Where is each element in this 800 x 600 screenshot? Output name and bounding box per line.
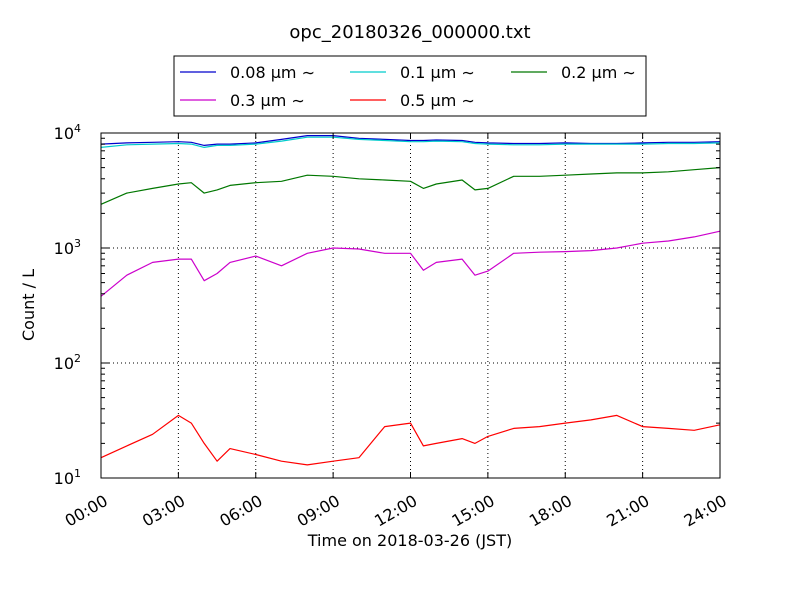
chart-title: opc_20180326_000000.txt xyxy=(289,22,530,43)
series-line xyxy=(100,230,721,297)
legend-label: 0.3 μm ∼ xyxy=(230,91,305,110)
y-axis: 101 102 103 104 xyxy=(54,122,720,488)
y-tick-label: 101 xyxy=(54,467,81,488)
grid xyxy=(101,133,720,478)
y-tick-label: 102 xyxy=(54,352,81,373)
legend-label: 0.2 μm ∼ xyxy=(561,63,636,82)
legend: 0.08 μm ∼ 0.1 μm ∼ 0.2 μm ∼ 0.3 μm ∼ 0.5 μm … xyxy=(173,55,647,117)
y-tick-label: 103 xyxy=(54,237,81,258)
legend-label: 0.08 μm ∼ xyxy=(230,63,315,82)
series-line xyxy=(100,414,721,466)
legend-frame xyxy=(173,55,647,117)
series-line xyxy=(100,136,721,148)
x-axis-label: Time on 2018-03-26 (JST) xyxy=(307,531,512,550)
series-lines xyxy=(100,135,721,466)
y-axis-label: Count / L xyxy=(19,269,38,341)
legend-label: 0.5 μm ∼ xyxy=(400,91,475,110)
series-line xyxy=(100,167,721,205)
y-tick-label: 104 xyxy=(54,122,81,143)
legend-label: 0.1 μm ∼ xyxy=(400,63,475,82)
